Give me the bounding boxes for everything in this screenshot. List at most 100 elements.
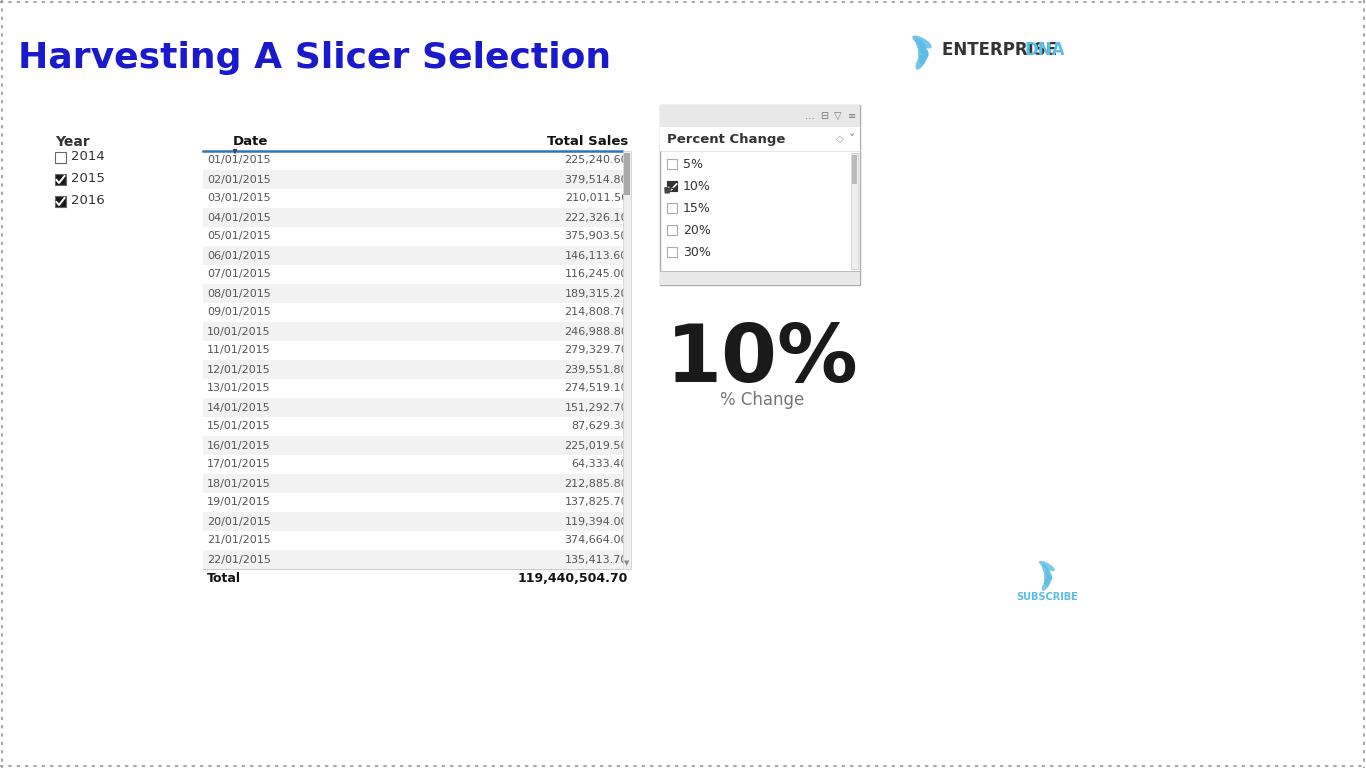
Text: ▽: ▽ (835, 111, 841, 121)
Text: ◇: ◇ (836, 134, 844, 144)
Bar (667, 181, 678, 191)
Bar (204, 550, 622, 569)
Text: 10%: 10% (683, 180, 710, 193)
Text: 222,326.10: 222,326.10 (564, 213, 628, 223)
Text: 274,519.10: 274,519.10 (564, 383, 628, 393)
Bar (852, 155, 856, 184)
Text: 135,413.70: 135,413.70 (564, 554, 628, 564)
Text: 210,011.50: 210,011.50 (564, 194, 628, 204)
Ellipse shape (915, 50, 929, 70)
Text: 04/01/2015: 04/01/2015 (208, 213, 270, 223)
Text: 05/01/2015: 05/01/2015 (208, 231, 270, 241)
Text: ▲: ▲ (624, 154, 630, 160)
Bar (660, 105, 861, 127)
Text: 09/01/2015: 09/01/2015 (208, 307, 270, 317)
Bar (204, 208, 622, 227)
Text: % Change: % Change (720, 391, 805, 409)
Text: Percent Change: Percent Change (667, 133, 785, 145)
Text: 189,315.20: 189,315.20 (564, 289, 628, 299)
Text: 5%: 5% (683, 157, 703, 170)
Text: 137,825.70: 137,825.70 (564, 498, 628, 508)
Text: 87,629.30: 87,629.30 (571, 422, 628, 432)
Text: 12/01/2015: 12/01/2015 (208, 365, 270, 375)
Text: 16/01/2015: 16/01/2015 (208, 441, 270, 451)
Bar (851, 153, 858, 269)
Text: 20/01/2015: 20/01/2015 (208, 517, 270, 527)
Text: 2015: 2015 (71, 173, 105, 186)
Bar (624, 153, 630, 195)
Text: ☛: ☛ (663, 184, 676, 198)
Bar (204, 360, 622, 379)
Ellipse shape (918, 43, 926, 65)
Bar (204, 322, 622, 341)
Text: 212,885.80: 212,885.80 (564, 478, 628, 488)
Bar (660, 127, 861, 151)
Ellipse shape (915, 38, 929, 58)
Text: ▼: ▼ (624, 560, 630, 566)
Text: 08/01/2015: 08/01/2015 (208, 289, 270, 299)
Bar (204, 170, 622, 189)
Text: 07/01/2015: 07/01/2015 (208, 270, 270, 280)
Text: 116,245.00: 116,245.00 (564, 270, 628, 280)
Bar (55, 196, 66, 207)
Text: 02/01/2015: 02/01/2015 (208, 174, 270, 184)
Text: 18/01/2015: 18/01/2015 (208, 478, 270, 488)
Bar (204, 246, 622, 265)
Bar (204, 455, 622, 474)
Text: 214,808.70: 214,808.70 (564, 307, 628, 317)
Text: 225,019.50: 225,019.50 (564, 441, 628, 451)
Text: 17/01/2015: 17/01/2015 (208, 459, 270, 469)
Bar (204, 227, 622, 246)
Bar (204, 303, 622, 322)
Bar (660, 271, 861, 285)
Bar (204, 189, 622, 208)
Text: 225,240.60: 225,240.60 (564, 155, 628, 165)
Text: 06/01/2015: 06/01/2015 (208, 250, 270, 260)
Ellipse shape (1042, 575, 1052, 591)
Text: ⊟: ⊟ (820, 111, 828, 121)
Bar (204, 398, 622, 417)
Text: 11/01/2015: 11/01/2015 (208, 346, 270, 356)
Text: 379,514.80: 379,514.80 (564, 174, 628, 184)
Bar (204, 265, 622, 284)
Text: 64,333.40: 64,333.40 (571, 459, 628, 469)
Bar (204, 493, 622, 512)
Text: …: … (805, 111, 816, 121)
Bar (204, 151, 622, 170)
Text: ≡: ≡ (848, 111, 856, 121)
Text: Harvesting A Slicer Selection: Harvesting A Slicer Selection (18, 41, 611, 75)
Bar (667, 159, 678, 169)
Text: 151,292.70: 151,292.70 (564, 402, 628, 412)
Bar (623, 151, 631, 569)
Text: 375,903.50: 375,903.50 (564, 231, 628, 241)
Text: Total: Total (208, 572, 240, 585)
Text: 119,440,504.70: 119,440,504.70 (518, 572, 628, 585)
Bar (667, 181, 678, 191)
Text: 03/01/2015: 03/01/2015 (208, 194, 270, 204)
Bar (204, 417, 622, 436)
Bar (204, 379, 622, 398)
Text: 146,113.60: 146,113.60 (564, 250, 628, 260)
Bar (667, 203, 678, 213)
Text: ˅: ˅ (848, 133, 855, 145)
Text: Year: Year (55, 135, 90, 149)
Text: 15%: 15% (683, 201, 710, 214)
Bar (660, 105, 861, 285)
Text: 2016: 2016 (71, 194, 105, 207)
Text: 119,394.00: 119,394.00 (564, 517, 628, 527)
Text: Date: Date (234, 135, 268, 148)
Text: 01/01/2015: 01/01/2015 (208, 155, 270, 165)
Bar (55, 151, 66, 163)
Text: 22/01/2015: 22/01/2015 (208, 554, 270, 564)
Text: Total Sales: Total Sales (546, 135, 628, 148)
Bar (667, 225, 678, 235)
Bar (55, 174, 66, 184)
Text: 15/01/2015: 15/01/2015 (208, 422, 270, 432)
Text: 19/01/2015: 19/01/2015 (208, 498, 270, 508)
Text: 14/01/2015: 14/01/2015 (208, 402, 270, 412)
Text: SUBSCRIBE: SUBSCRIBE (1016, 592, 1078, 602)
Bar (204, 341, 622, 360)
Text: 13/01/2015: 13/01/2015 (208, 383, 270, 393)
Bar (667, 247, 678, 257)
Bar (204, 284, 622, 303)
